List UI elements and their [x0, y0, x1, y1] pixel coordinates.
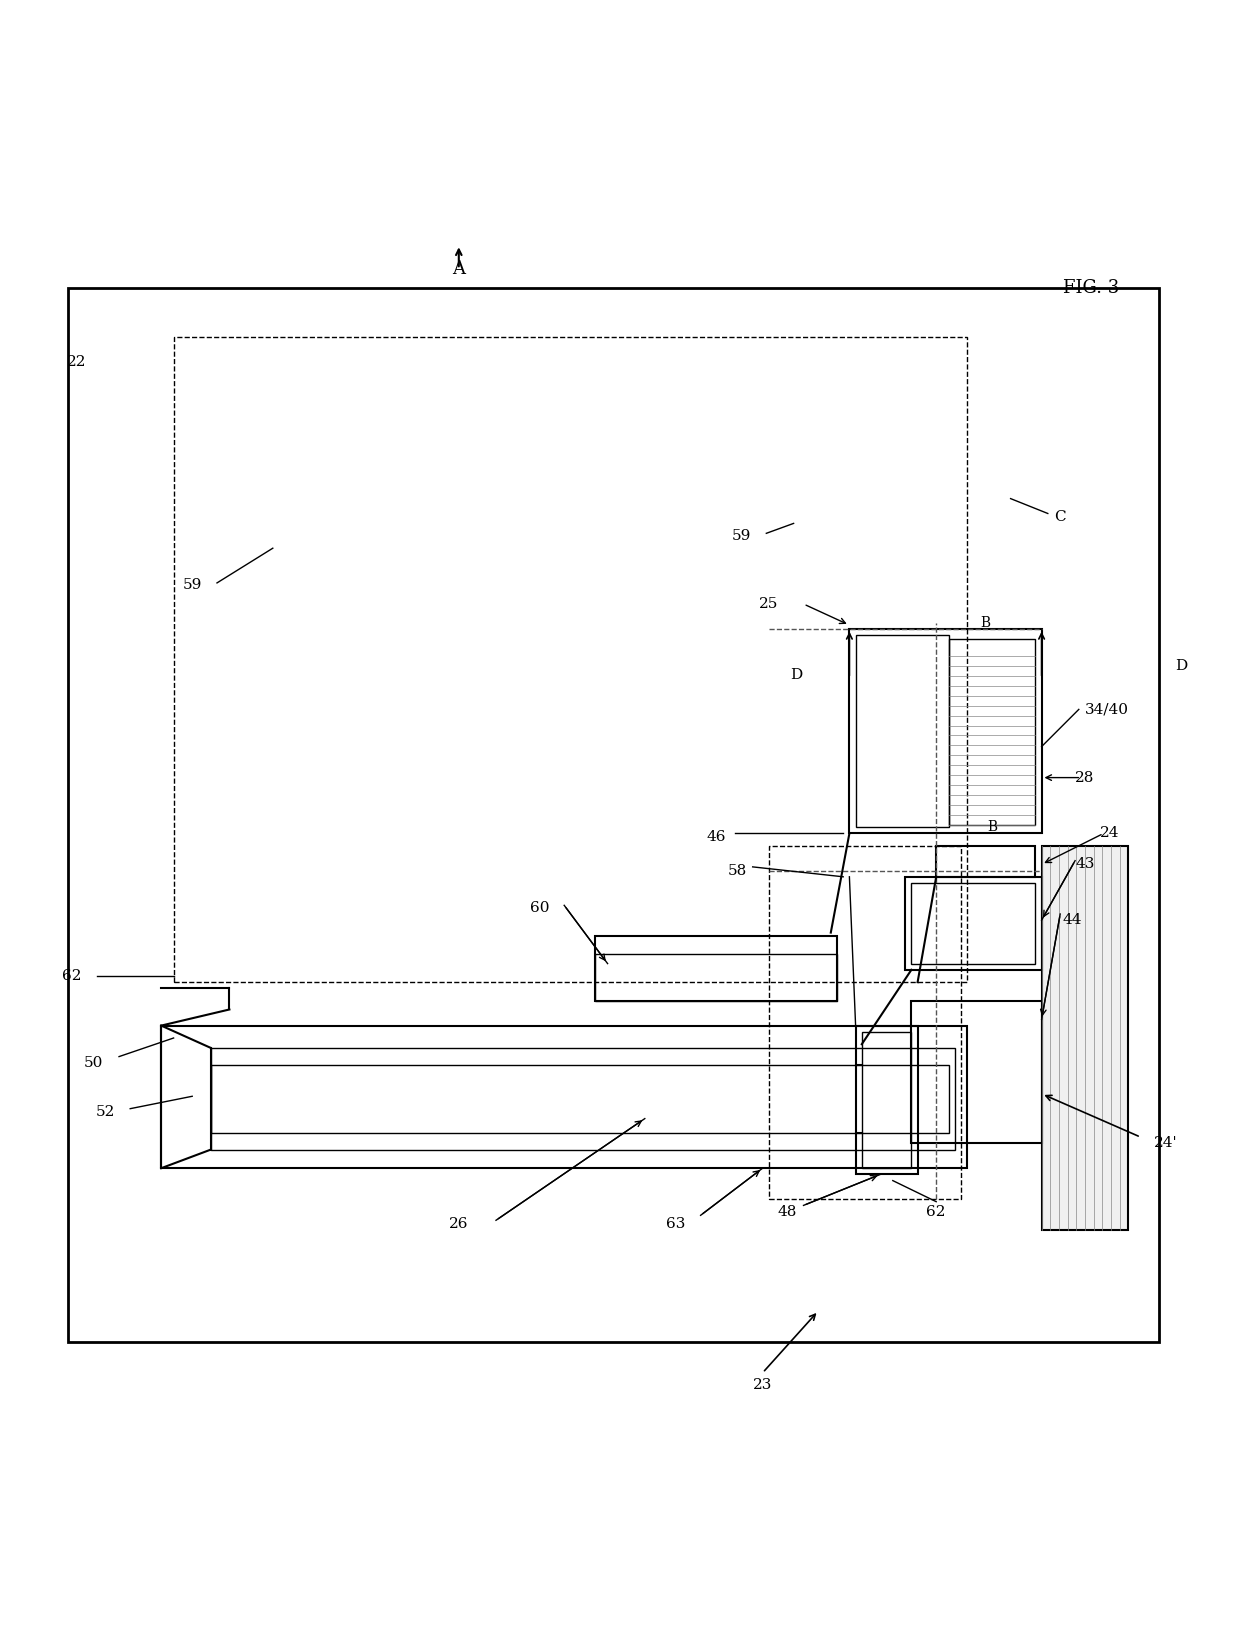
Bar: [769, 846, 961, 1199]
Text: 58: 58: [728, 864, 748, 877]
Text: 60: 60: [529, 901, 549, 915]
Text: 59: 59: [732, 529, 751, 544]
Text: 48: 48: [777, 1205, 797, 1218]
Text: D: D: [790, 668, 802, 681]
Text: 62: 62: [926, 1205, 946, 1218]
Bar: [911, 883, 1035, 964]
Text: 52: 52: [95, 1105, 115, 1120]
Text: 34/40: 34/40: [1085, 703, 1130, 716]
Text: B: B: [987, 821, 997, 834]
Text: 25: 25: [759, 598, 779, 611]
Bar: [911, 1002, 1042, 1143]
Text: B: B: [981, 616, 991, 629]
Bar: [211, 1066, 949, 1133]
Text: 43: 43: [1075, 857, 1095, 872]
Bar: [161, 1026, 967, 1167]
Bar: [68, 287, 1159, 1342]
Bar: [849, 629, 1042, 834]
Text: 24': 24': [1153, 1136, 1178, 1151]
Text: 50: 50: [83, 1056, 103, 1071]
Bar: [595, 954, 837, 1002]
Bar: [174, 337, 967, 982]
Text: 59: 59: [182, 578, 202, 593]
Bar: [856, 635, 949, 828]
Text: 28: 28: [1075, 770, 1095, 785]
Text: 62: 62: [62, 969, 82, 984]
Bar: [862, 1031, 911, 1167]
Bar: [1042, 846, 1128, 1230]
Text: 23: 23: [753, 1378, 773, 1392]
Bar: [856, 1026, 918, 1174]
Bar: [936, 846, 1035, 877]
Text: 24: 24: [1100, 826, 1120, 841]
Bar: [905, 877, 1042, 970]
Text: FIG. 3: FIG. 3: [1063, 279, 1120, 297]
Text: 26: 26: [449, 1217, 469, 1232]
Text: 63: 63: [666, 1217, 686, 1232]
Text: C: C: [1054, 511, 1066, 524]
Bar: [211, 1048, 955, 1149]
Text: D: D: [1176, 658, 1188, 673]
Text: 22: 22: [67, 355, 87, 369]
Text: A: A: [453, 259, 465, 277]
Bar: [949, 639, 1035, 824]
Bar: [595, 936, 837, 1002]
Text: 44: 44: [1063, 913, 1083, 928]
Text: 46: 46: [707, 831, 727, 844]
